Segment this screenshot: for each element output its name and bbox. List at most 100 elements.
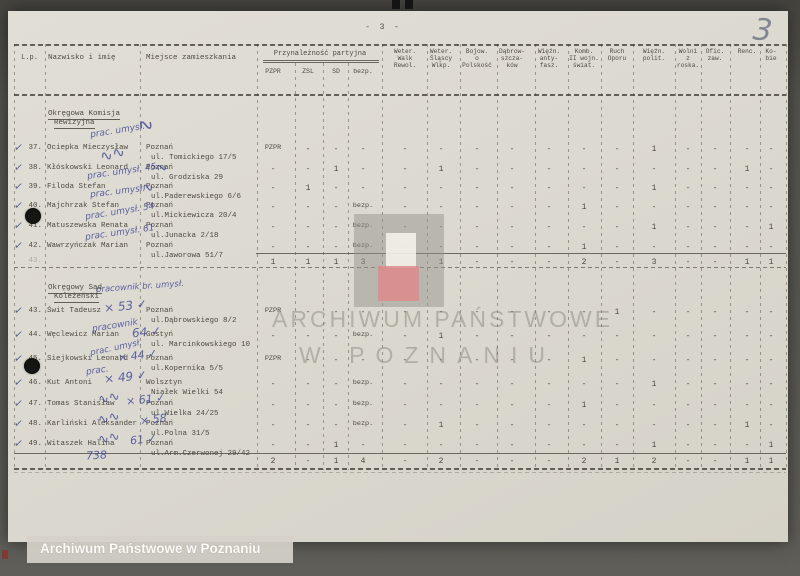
table-cell: - xyxy=(509,223,515,232)
table-cell: - xyxy=(474,223,480,232)
row-number: 39. xyxy=(28,183,42,191)
table-cell: 1 xyxy=(438,421,444,430)
row-checkmark: ✓ xyxy=(13,218,25,233)
column-separator xyxy=(786,44,787,470)
table-cell: - xyxy=(651,401,657,410)
column-separator xyxy=(497,44,498,470)
footer-caption-strip xyxy=(27,536,293,563)
table-cell: - xyxy=(581,145,587,154)
header-category-column: bie xyxy=(765,55,777,63)
table-cell: - xyxy=(438,441,444,450)
table-cell: - xyxy=(305,421,311,430)
table-cell: 1 xyxy=(614,308,620,317)
table-cell: - xyxy=(744,441,750,450)
column-separator xyxy=(675,44,676,470)
table-cell: - xyxy=(614,165,620,174)
table-cell: - xyxy=(270,401,276,410)
column-separator xyxy=(633,44,634,470)
table-cell: bezp. xyxy=(352,420,374,428)
table-cell: - xyxy=(474,145,480,154)
table-cell: - xyxy=(581,332,587,341)
table-cell: 1 xyxy=(744,165,750,174)
table-cell: - xyxy=(614,380,620,389)
table-cell: - xyxy=(744,332,750,341)
table-cell: - xyxy=(270,421,276,430)
header-party-column: bezp. xyxy=(353,68,373,75)
table-cell: - xyxy=(509,203,515,212)
table-cell: - xyxy=(546,356,552,365)
table-cell: - xyxy=(402,203,408,212)
header-category-column: zaw. xyxy=(707,55,723,63)
table-cell: bezp. xyxy=(352,400,374,408)
table-cell: - xyxy=(305,223,311,232)
table-cell: - xyxy=(333,184,339,193)
table-cell: - xyxy=(546,421,552,430)
table-cell: - xyxy=(333,145,339,154)
row-city: Poznań xyxy=(146,242,174,250)
row-city: Poznań xyxy=(146,202,174,210)
table-cell: - xyxy=(474,203,480,212)
table-cell: - xyxy=(712,145,718,154)
section-title-text: Okręgowa Komisja xyxy=(48,110,121,120)
table-cell: - xyxy=(305,203,311,212)
table-cell: - xyxy=(712,165,718,174)
table-cell: - xyxy=(509,308,515,317)
row-checkmark: ✓ xyxy=(13,303,25,318)
table-cell: - xyxy=(768,184,774,193)
table-cell: - xyxy=(651,165,657,174)
header-party-group: Przynależność partyjna xyxy=(273,50,367,58)
table-cell: - xyxy=(402,356,408,365)
table-cell: - xyxy=(438,401,444,410)
column-separator xyxy=(535,44,536,470)
table-cell: - xyxy=(546,380,552,389)
totals-cell: 1 xyxy=(305,258,311,267)
row-street: ul.Junacka 2/18 xyxy=(151,231,219,240)
row-number: 40. xyxy=(28,202,42,210)
totals-cell: 1 xyxy=(270,258,276,267)
totals-cell: - xyxy=(546,457,552,466)
section-title: Koleżeński xyxy=(54,293,100,303)
table-cell: - xyxy=(712,401,718,410)
row-city: Poznań xyxy=(146,144,174,152)
header-category-column: Oporu xyxy=(607,55,627,63)
column-separator xyxy=(295,63,296,470)
row-name: Witaszek Halina xyxy=(47,440,115,448)
table-cell: - xyxy=(685,421,691,430)
table-cell: - xyxy=(581,441,587,450)
table-cell: - xyxy=(768,380,774,389)
column-separator xyxy=(601,44,602,470)
table-cell: - xyxy=(546,223,552,232)
header-category-column: Więźn. xyxy=(642,48,666,55)
table-cell: - xyxy=(614,145,620,154)
header-category-column: Więźn. xyxy=(537,48,561,55)
row-city: Gostyń xyxy=(146,331,174,339)
table-cell: - xyxy=(685,401,691,410)
totals-cell: 2 xyxy=(438,457,444,466)
table-cell: - xyxy=(474,308,480,317)
table-cell: PZPR xyxy=(264,307,282,315)
totals-cell: 1 xyxy=(333,258,339,267)
table-cell: 1 xyxy=(438,165,444,174)
row-street: ul. Marcinkowskiego 10 xyxy=(151,340,251,349)
table-cell: - xyxy=(546,203,552,212)
header-category-column: fasz. xyxy=(539,62,559,70)
table-cell: 1 xyxy=(768,441,774,450)
table-cell: - xyxy=(438,356,444,365)
table-cell: - xyxy=(402,421,408,430)
table-cell: - xyxy=(614,332,620,341)
section-title-text: Okręgowy Sąd xyxy=(48,284,103,294)
table-cell: - xyxy=(474,184,480,193)
table-cell: - xyxy=(546,165,552,174)
punch-hole xyxy=(25,208,41,224)
table-cell: - xyxy=(270,380,276,389)
table-cell: - xyxy=(768,165,774,174)
table-cell: - xyxy=(360,308,366,317)
totals-cell: 4 xyxy=(360,457,366,466)
table-cell: - xyxy=(546,332,552,341)
table-cell: - xyxy=(744,223,750,232)
table-cell: - xyxy=(614,203,620,212)
table-cell: - xyxy=(474,243,480,252)
header-category-column: Bojow. xyxy=(465,48,489,55)
table-cell: - xyxy=(333,421,339,430)
row-checkmark: ✓ xyxy=(13,140,25,155)
